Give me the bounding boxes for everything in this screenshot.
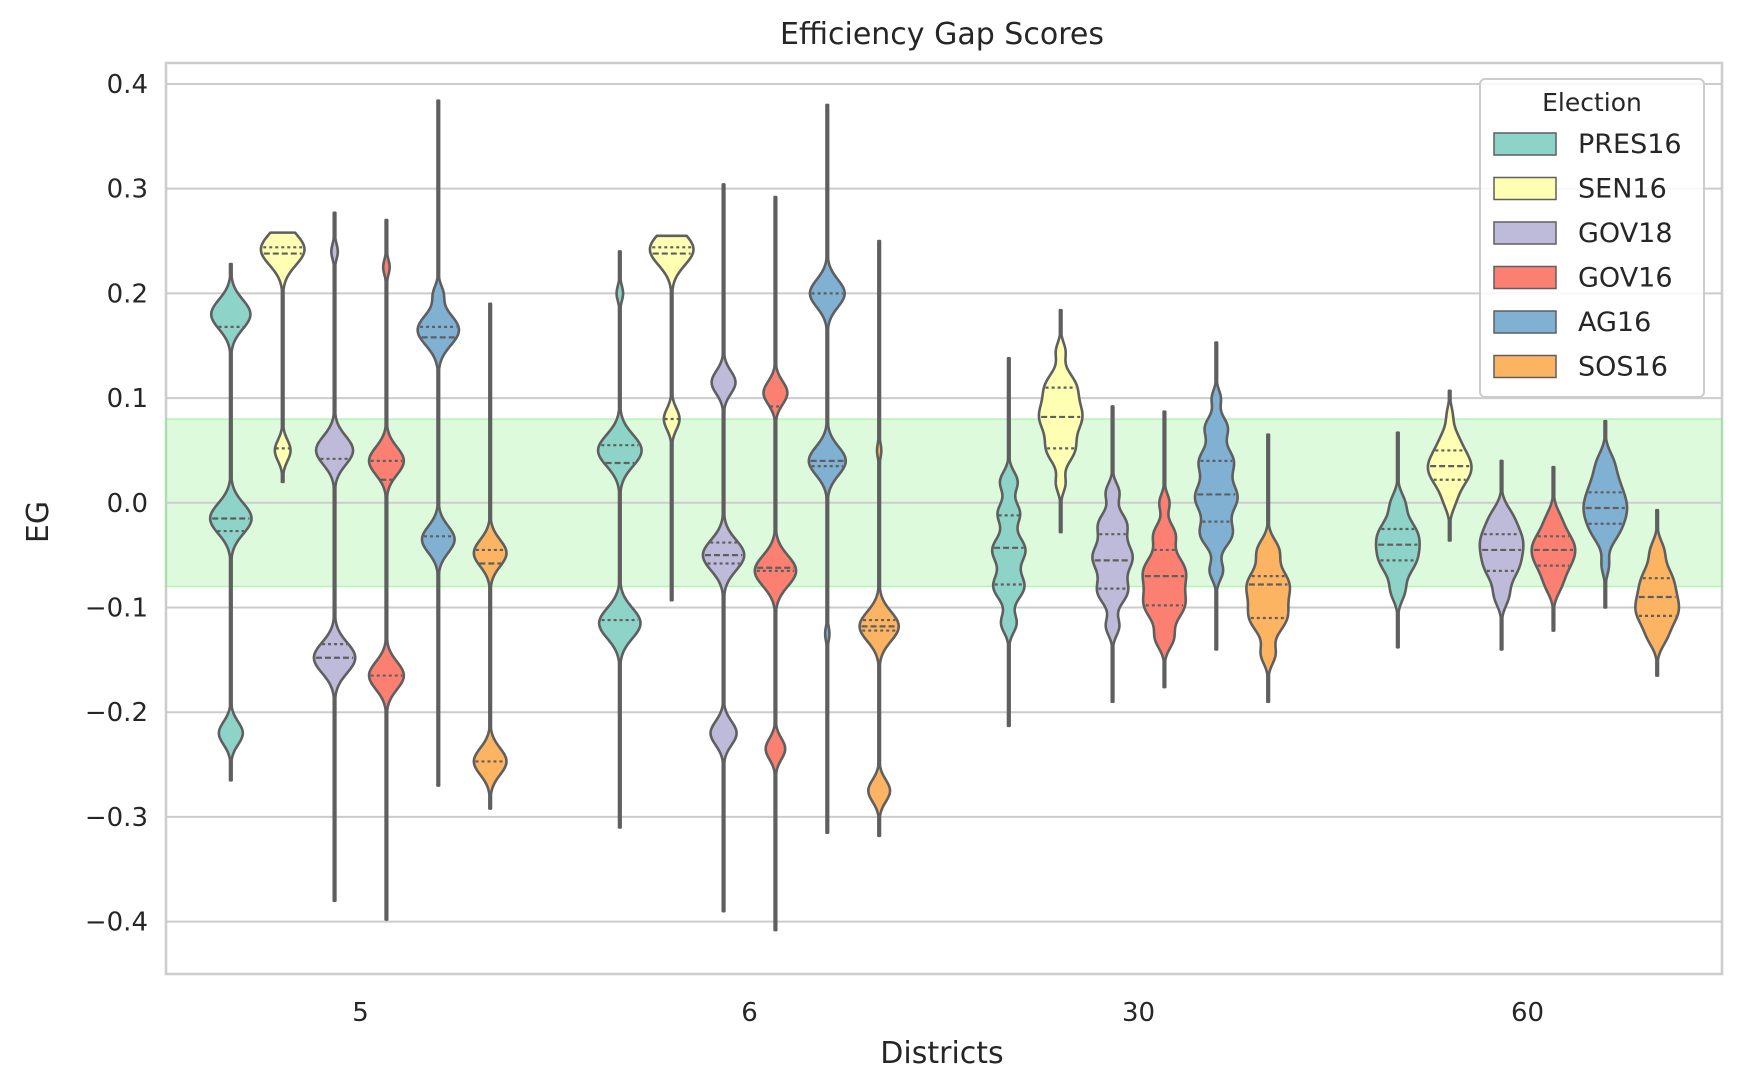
legend-label-ag16: AG16 bbox=[1578, 307, 1651, 338]
y-tick-label: −0.1 bbox=[85, 594, 148, 624]
y-tick-label: 0.3 bbox=[107, 175, 148, 205]
x-tick-label: 5 bbox=[352, 998, 369, 1028]
violin-sos16-6 bbox=[858, 239, 901, 838]
violin-ag16-60 bbox=[1582, 419, 1629, 609]
x-tick-label: 30 bbox=[1122, 998, 1155, 1028]
legend-swatch-pres16 bbox=[1493, 132, 1557, 156]
x-axis-title: Districts bbox=[880, 1036, 1003, 1071]
y-tick-label: −0.2 bbox=[85, 698, 148, 728]
legend-swatch-sos16 bbox=[1493, 354, 1557, 379]
legend-title: Election bbox=[1542, 88, 1642, 117]
legend-label-pres16: PRES16 bbox=[1578, 129, 1682, 160]
violins bbox=[208, 99, 1681, 932]
gridlines bbox=[166, 82, 1722, 923]
plot-frame bbox=[164, 61, 1724, 976]
y-tick-label: −0.3 bbox=[85, 803, 148, 833]
legend-label-gov18: GOV18 bbox=[1578, 218, 1673, 249]
legend-label-sos16: SOS16 bbox=[1578, 352, 1668, 383]
violin-gov18-30 bbox=[1091, 405, 1135, 704]
x-tick-label: 60 bbox=[1511, 998, 1544, 1028]
violin-gov18-60 bbox=[1478, 459, 1525, 651]
violin-ag16-6 bbox=[807, 103, 848, 834]
violin-gov16-30 bbox=[1141, 410, 1188, 689]
legend-swatch-ag16 bbox=[1493, 310, 1557, 334]
legend-label-gov16: GOV16 bbox=[1578, 263, 1673, 294]
violin-sos16-5 bbox=[472, 302, 508, 810]
legend: Election PRES16 SEN16 GOV18 GOV16 AG16 SOS16 bbox=[1479, 78, 1705, 398]
violin-pres16-30 bbox=[990, 356, 1027, 728]
violin-sen16-30 bbox=[1037, 308, 1084, 534]
chart-title: Efficiency Gap Scores bbox=[780, 17, 1104, 52]
violin-gov18-5 bbox=[312, 211, 357, 902]
plot-background bbox=[164, 61, 1724, 976]
violin-ag16-30 bbox=[1193, 341, 1239, 651]
y-tick-label: 0.4 bbox=[107, 70, 148, 100]
violin-ag16-5 bbox=[416, 99, 461, 787]
violin-pres16-6 bbox=[596, 250, 643, 829]
violin-gov18-6 bbox=[701, 183, 746, 913]
violin-pres16-60 bbox=[1374, 431, 1421, 649]
y-tick-label: 0.2 bbox=[107, 279, 148, 309]
violin-sos16-60 bbox=[1634, 508, 1681, 677]
violin-sos16-30 bbox=[1245, 433, 1292, 704]
y-tick-label: −0.4 bbox=[85, 908, 148, 938]
axes: 0.4 0.3 0.2 0.1 0.0 −0.1 −0.2 −0.3 −0.4 5 6 30 60 bbox=[85, 70, 1544, 1028]
violin-pres16-5 bbox=[208, 262, 253, 782]
violin-sen16-5 bbox=[259, 231, 306, 484]
violin-gov16-6 bbox=[753, 195, 798, 932]
legend-swatch-gov18 bbox=[1493, 221, 1557, 245]
legend-swatch-gov16 bbox=[1493, 265, 1557, 290]
violin-gov16-5 bbox=[367, 218, 406, 921]
y-axis-title: EG bbox=[21, 501, 56, 543]
y-tick-label: 0.1 bbox=[107, 384, 148, 414]
x-tick-label: 6 bbox=[741, 998, 758, 1028]
y-tick-label: 0.0 bbox=[107, 489, 148, 519]
legend-label-sen16: SEN16 bbox=[1578, 174, 1667, 205]
legend-swatch-sen16 bbox=[1493, 176, 1557, 201]
